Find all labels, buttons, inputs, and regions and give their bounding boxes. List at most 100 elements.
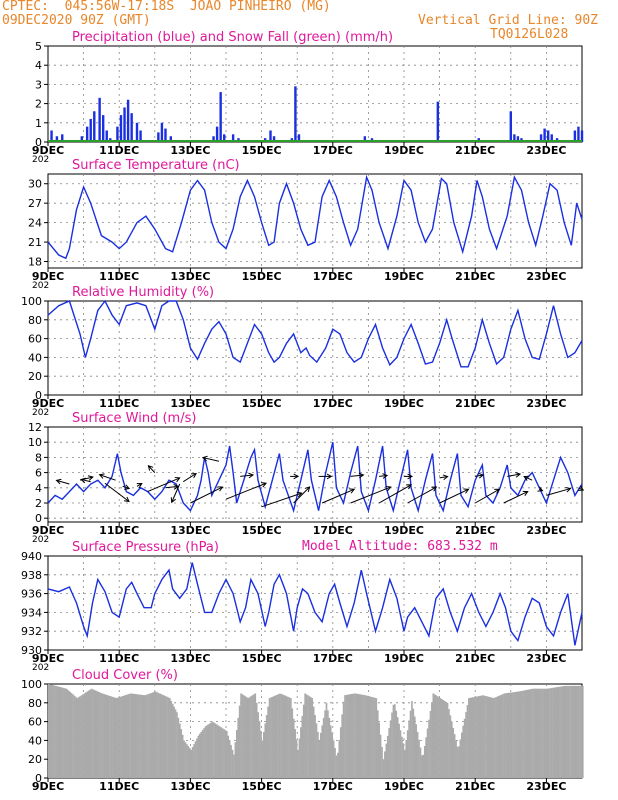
x-tick-label: 17DEC (313, 652, 353, 665)
cloud-cover-bar (86, 691, 89, 778)
y-tick-label: 40 (28, 734, 42, 747)
cloud-cover-bar (576, 685, 578, 778)
precipitation-bar (160, 122, 164, 142)
wind-vector-head (578, 485, 585, 491)
cloud-cover-bar (110, 696, 113, 778)
x-tick-label: 9DEC (32, 524, 64, 537)
wind-vector-head (385, 485, 392, 492)
cloud-cover-bar (562, 686, 564, 778)
cloud-cover-bar (452, 727, 455, 778)
cloud-cover-bar (362, 694, 365, 778)
cloud-cover-bar (216, 724, 218, 778)
cloud-cover-bar (429, 710, 432, 778)
cloud-cover-bar (183, 740, 185, 778)
cloud-cover-bar (351, 693, 353, 778)
wind-vector (190, 486, 223, 504)
x-tick-label: 9DEC (32, 270, 64, 283)
cloud-cover-bar (164, 696, 167, 778)
wind-vector-head (407, 473, 414, 480)
cloud-cover-bar (258, 721, 261, 778)
cloud-cover-bar (82, 694, 84, 778)
y-tick-label: 1 (35, 117, 42, 130)
wind-vector-head (565, 486, 572, 493)
cloud-cover-bar (278, 693, 281, 778)
panel-frame (47, 300, 583, 396)
cloud-cover-bar (519, 691, 521, 778)
year-fragment: 202 (32, 663, 49, 673)
precipitation-bar (123, 107, 126, 142)
cloud-cover-bar (161, 694, 164, 778)
precipitation-bar (61, 134, 64, 142)
x-tick-label: 17DEC (313, 524, 353, 537)
cloud-cover-bar (436, 696, 439, 778)
wind-vector (439, 488, 469, 504)
year-fragment: 202 (32, 281, 49, 291)
cloud-cover-bar (488, 696, 490, 778)
cloud-cover-bar (193, 744, 195, 778)
header-grid-line: Vertical Grid Line: 90Z (418, 13, 599, 28)
y-tick-label: 6 (35, 467, 42, 480)
y-tick-label: 0 (35, 389, 42, 402)
cloud-cover-bar (516, 691, 519, 778)
cloud-cover-bar (112, 696, 114, 778)
precipitation-bar (543, 128, 546, 142)
cloud-cover-bar (96, 691, 99, 778)
cloud-cover-bar (532, 688, 534, 778)
cloud-cover-bar (206, 725, 208, 778)
cloud-cover-bar (267, 706, 269, 778)
wind-vector-head (358, 472, 365, 479)
cloud-cover-bar (441, 699, 443, 778)
cloud-cover-bar (348, 694, 351, 778)
cloud-cover-bar (329, 725, 332, 778)
cloud-cover-bar (331, 732, 333, 778)
y-tick-label: 20 (28, 753, 42, 766)
wind-vector-head (304, 486, 311, 492)
wind-vector-head (406, 484, 413, 490)
cloud-cover-bar (109, 695, 111, 778)
y-tick-label: 932 (21, 625, 42, 638)
cloud-cover-bar (201, 730, 204, 778)
panel-frame (47, 173, 583, 269)
cloud-cover-bar (328, 717, 331, 778)
wind-vector-head (217, 486, 224, 492)
x-tick-label: 23DEC (526, 144, 566, 157)
cloud-cover-bar (485, 696, 487, 778)
cloud-cover-bar (569, 685, 571, 778)
cloud-cover-bar (66, 689, 69, 778)
wind-vector-head (442, 474, 449, 481)
x-tick-label: 19DEC (384, 652, 424, 665)
wind-vector (378, 484, 412, 504)
precipitation-bar (101, 115, 105, 142)
cloud-cover-bar (465, 711, 467, 778)
precipitation-bar (219, 92, 222, 142)
cloud-cover-bar (408, 720, 410, 778)
cloud-cover-bar (139, 694, 141, 778)
x-tick-label: 17DEC (313, 397, 353, 410)
panel-4: 930 932 934 936 938 940 9DEC 11DEC 13DEC 15DEC 17D… (21, 540, 583, 673)
cloud-cover-bar (412, 708, 415, 778)
cloud-cover-bar (517, 691, 520, 778)
cloud-cover-bar (483, 695, 486, 778)
precipitation-bar (516, 136, 520, 142)
cloud-cover-bar (113, 697, 116, 778)
cloud-cover-bar (542, 688, 544, 778)
wind-vector-head (80, 477, 87, 484)
cloud-cover-bar (479, 695, 482, 778)
panel-title: Surface Pressure (hPa) (72, 540, 219, 555)
cloud-cover-bar (376, 710, 379, 778)
x-tick-label: 17DEC (313, 780, 353, 793)
precipitation-bar (231, 134, 235, 142)
cloud-cover-bar (338, 740, 341, 778)
x-tick-label: 23DEC (526, 652, 566, 665)
cloud-cover-bar (301, 715, 304, 778)
x-tick-label: 21DEC (455, 397, 495, 410)
cloud-cover-bar (443, 700, 446, 778)
x-tick-label: 9DEC (32, 397, 64, 410)
cloud-cover-bar (261, 740, 264, 778)
x-tick-label: 19DEC (384, 524, 424, 537)
cloud-cover-bar (203, 728, 205, 778)
cloud-cover-bar (272, 696, 275, 778)
cloud-cover-bar (369, 696, 372, 778)
cloud-cover-bar (67, 690, 70, 778)
cloud-cover-bar (466, 704, 469, 778)
